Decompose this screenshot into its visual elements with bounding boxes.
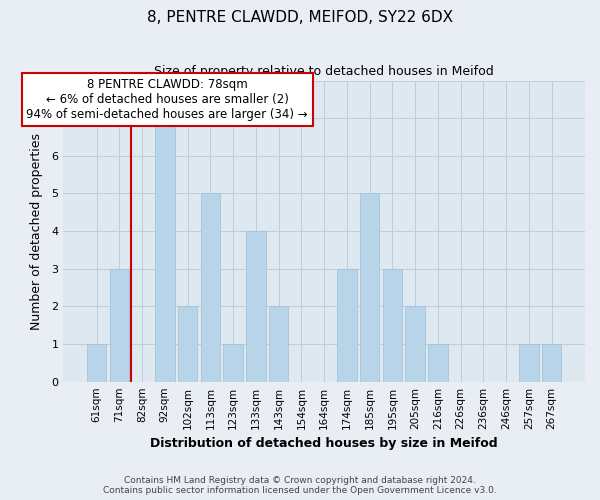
Bar (519, 344, 539, 382)
Bar (337, 269, 356, 382)
Title: Size of property relative to detached houses in Meifod: Size of property relative to detached ho… (154, 65, 494, 78)
Bar (383, 269, 402, 382)
Text: 8 PENTRE CLAWDD: 78sqm
← 6% of detached houses are smaller (2)
94% of semi-detac: 8 PENTRE CLAWDD: 78sqm ← 6% of detached … (26, 78, 308, 121)
Bar (406, 306, 425, 382)
Text: Contains HM Land Registry data © Crown copyright and database right 2024.
Contai: Contains HM Land Registry data © Crown c… (103, 476, 497, 495)
Bar (87, 344, 106, 382)
Bar (178, 306, 197, 382)
Bar (223, 344, 243, 382)
Bar (200, 194, 220, 382)
Bar (269, 306, 288, 382)
Bar (360, 194, 379, 382)
Text: 8, PENTRE CLAWDD, MEIFOD, SY22 6DX: 8, PENTRE CLAWDD, MEIFOD, SY22 6DX (147, 10, 453, 25)
Bar (246, 231, 266, 382)
Bar (542, 344, 561, 382)
Bar (155, 118, 175, 382)
Y-axis label: Number of detached properties: Number of detached properties (30, 132, 43, 330)
Bar (110, 269, 129, 382)
X-axis label: Distribution of detached houses by size in Meifod: Distribution of detached houses by size … (150, 437, 498, 450)
Bar (428, 344, 448, 382)
